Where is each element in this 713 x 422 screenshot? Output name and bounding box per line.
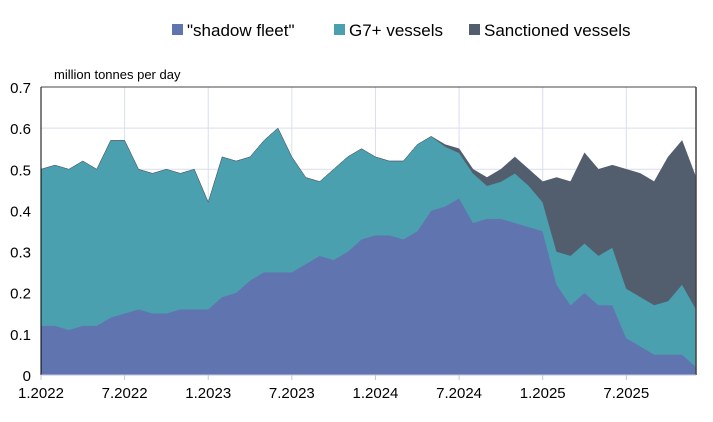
y-tick-label: 0.2 — [10, 286, 31, 303]
x-tick-label: 7.2022 — [102, 385, 148, 402]
y-axis-label: million tonnes per day — [54, 67, 181, 82]
x-tick-label: 7.2024 — [436, 385, 482, 402]
legend-label-g7-vessels: G7+ vessels — [349, 21, 443, 40]
y-tick-label: 0.1 — [10, 327, 31, 344]
x-tick-label: 1.2025 — [520, 385, 566, 402]
legend-label-shadow-fleet: "shadow fleet" — [187, 21, 295, 40]
x-tick-label: 1.2022 — [18, 385, 64, 402]
y-tick-label: 0.4 — [10, 203, 31, 220]
y-tick-label: 0.7 — [10, 80, 31, 97]
y-tick-label: 0 — [23, 368, 31, 385]
y-tick-label: 0.3 — [10, 245, 31, 262]
x-tick-label: 7.2025 — [603, 385, 649, 402]
y-tick-label: 0.6 — [10, 121, 31, 138]
legend-swatch-sanctioned-vessels — [469, 24, 480, 35]
legend-swatch-g7-vessels — [334, 24, 345, 35]
legend-swatch-shadow-fleet — [172, 24, 183, 35]
x-tick-label: 1.2023 — [185, 385, 231, 402]
y-tick-label: 0.5 — [10, 162, 31, 179]
x-tick-label: 7.2023 — [269, 385, 315, 402]
legend-label-sanctioned-vessels: Sanctioned vessels — [484, 21, 630, 40]
legend: "shadow fleet" G7+ vessels Sanctioned ve… — [172, 21, 630, 40]
x-tick-label: 1.2024 — [353, 385, 399, 402]
